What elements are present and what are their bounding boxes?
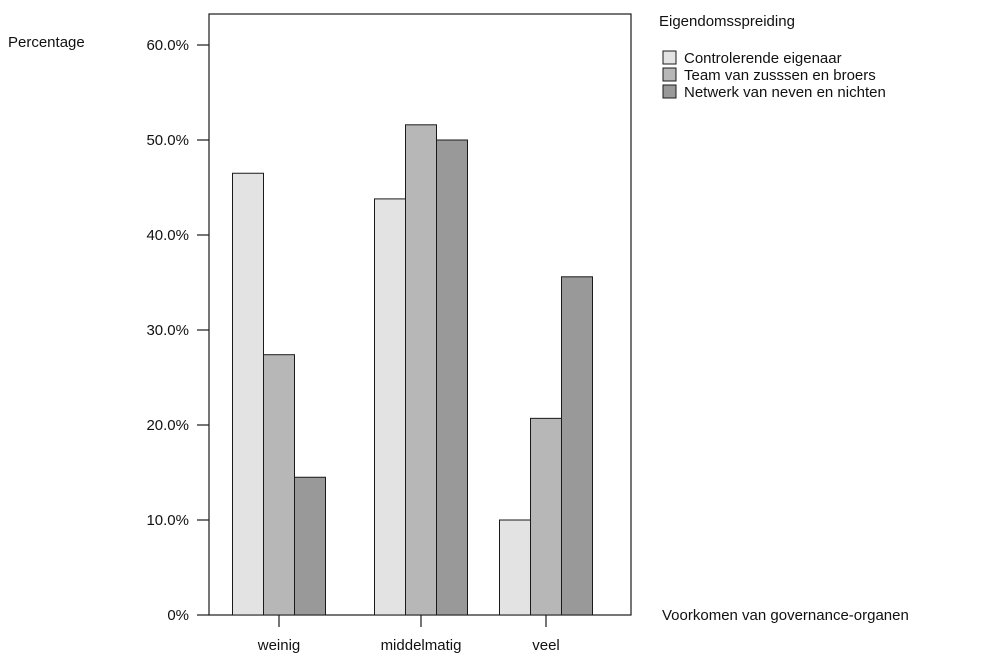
legend: Eigendomsspreiding Controlerende eigenaa… [659,13,886,101]
bar [232,172,264,616]
y-tick-label: 20.0% [146,417,189,434]
y-axis: 0% 10.0% 20.0% 30.0% 40.0% 50.0% 60.0% [146,37,209,624]
bar [530,417,562,616]
legend-label: Team van zusssen en broers [684,67,876,84]
plot-area: 0% 10.0% 20.0% 30.0% 40.0% 50.0% 60.0% weinig m… [146,13,632,654]
x-axis-title: Voorkomen van governance-organen [662,607,909,624]
legend-title: Eigendomsspreiding [659,13,795,30]
x-tick-label: middelmatig [381,637,462,654]
y-tick-label: 0% [167,607,189,624]
y-tick-label: 50.0% [146,132,189,149]
y-tick-label: 10.0% [146,512,189,529]
bar [561,276,593,616]
bar [374,198,406,616]
legend-label: Netwerk van neven en nichten [684,84,886,101]
legend-swatch [662,67,677,82]
y-axis-title: Percentage [8,34,85,51]
legend-label: Controlerende eigenaar [684,50,842,67]
bar [263,354,295,616]
x-axis: weinig middelmatig veel [257,615,560,654]
legend-swatch [662,50,677,65]
y-tick-label: 40.0% [146,227,189,244]
bar [294,476,326,616]
bar [499,519,531,616]
legend-swatch [662,84,677,99]
y-tick-label: 30.0% [146,322,189,339]
x-tick-label: weinig [257,637,301,654]
bar [436,139,468,616]
y-tick-label: 60.0% [146,37,189,54]
x-tick-label: veel [532,637,560,654]
bars [232,124,593,616]
bar [405,124,437,616]
